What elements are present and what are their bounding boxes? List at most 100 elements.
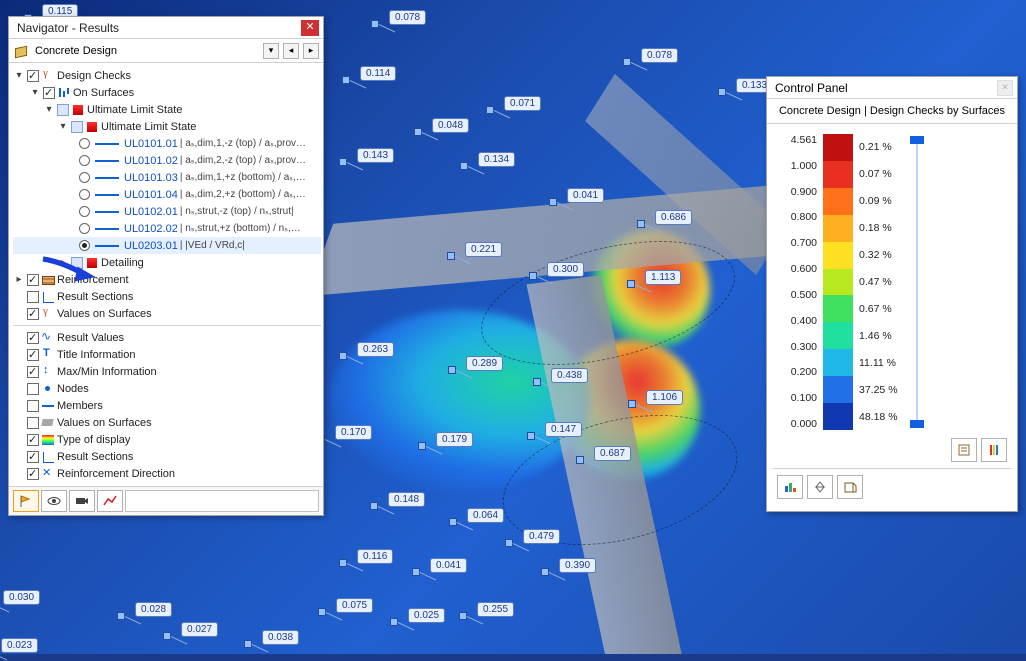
minmax-icon bbox=[41, 365, 55, 379]
value-label: 0.438 bbox=[551, 368, 588, 383]
detailing-icon bbox=[85, 256, 99, 270]
item-code: UL0101.04 bbox=[124, 189, 178, 201]
checkbox-icon[interactable] bbox=[27, 308, 39, 320]
legend-tick: 0.900 bbox=[781, 186, 817, 198]
checkbox-icon[interactable] bbox=[27, 434, 39, 446]
radio-icon[interactable] bbox=[79, 172, 90, 183]
item-code: UL0102.02 bbox=[124, 223, 178, 235]
legend-segment bbox=[823, 242, 853, 269]
tree-result-sections[interactable]: Result Sections bbox=[13, 288, 321, 305]
footer-graph-button[interactable] bbox=[97, 490, 123, 512]
value-label: 0.064 bbox=[467, 508, 504, 523]
value-marker bbox=[414, 128, 422, 136]
opt-members[interactable]: Members bbox=[13, 397, 321, 414]
legend-slider[interactable] bbox=[909, 134, 925, 430]
footer-eye-button[interactable] bbox=[41, 490, 67, 512]
nav-next-button[interactable]: ▸ bbox=[303, 43, 319, 59]
value-marker bbox=[460, 162, 468, 170]
value-marker bbox=[339, 559, 347, 567]
opt-display-type[interactable]: Type of display bbox=[13, 431, 321, 448]
legend-percent: 0.32 % bbox=[859, 242, 907, 269]
checkbox-icon[interactable] bbox=[27, 468, 39, 480]
section-icon bbox=[41, 290, 55, 304]
radio-icon[interactable] bbox=[79, 138, 90, 149]
checkbox-icon[interactable] bbox=[27, 400, 39, 412]
opt-result-values[interactable]: Result Values bbox=[13, 329, 321, 346]
checkbox-icon[interactable] bbox=[27, 383, 39, 395]
cp-scale-button[interactable] bbox=[981, 438, 1007, 462]
navigator-titlebar[interactable]: Navigator - Results ✕ bbox=[9, 17, 323, 39]
value-marker bbox=[371, 20, 379, 28]
tree-on-surfaces[interactable]: ▾ On Surfaces bbox=[13, 84, 321, 101]
slider-thumb-bottom[interactable] bbox=[910, 420, 924, 428]
radio-icon[interactable] bbox=[79, 223, 90, 234]
cp-settings-button[interactable] bbox=[951, 438, 977, 462]
cross-icon bbox=[41, 467, 55, 481]
checkbox-icon[interactable] bbox=[27, 70, 39, 82]
value-label: 0.023 bbox=[1, 638, 38, 653]
value-marker bbox=[412, 568, 420, 576]
checkbox-icon[interactable] bbox=[27, 332, 39, 344]
radio-icon[interactable] bbox=[79, 206, 90, 217]
tree-detailing[interactable]: ▸ Detailing bbox=[13, 254, 321, 271]
cp-button-2[interactable] bbox=[807, 475, 833, 499]
legend-tick: 0.400 bbox=[781, 315, 817, 327]
radio-icon[interactable] bbox=[79, 155, 90, 166]
navigator-tree: ▾ Design Checks ▾ On Surfaces ▾ Ultimate… bbox=[9, 63, 323, 486]
checkbox-icon[interactable] bbox=[27, 451, 39, 463]
legend-segment bbox=[823, 134, 853, 161]
surface-icon bbox=[41, 416, 55, 430]
tree-item[interactable]: UL0203.01 | |VEd / VRd,c| bbox=[13, 237, 321, 254]
tree-item[interactable]: UL0101.04 | aₛ,dim,2,+z (bottom) / aₛ,… bbox=[13, 186, 321, 203]
checkbox-icon[interactable] bbox=[27, 366, 39, 378]
tree-item[interactable]: UL0102.02 | nₛ,strut,+z (bottom) / nₛ,… bbox=[13, 220, 321, 237]
value-marker bbox=[533, 378, 541, 386]
legend-segment bbox=[823, 376, 853, 403]
tree-item[interactable]: UL0101.02 | aₛ,dim,2,-z (top) / aₛ,prov… bbox=[13, 152, 321, 169]
checkbox-icon[interactable] bbox=[27, 291, 39, 303]
opt-maxmin[interactable]: Max/Min Information bbox=[13, 363, 321, 380]
opt-values-surf[interactable]: Values on Surfaces bbox=[13, 414, 321, 431]
navigator-combo[interactable]: Concrete Design ▾ ◂ ▸ bbox=[9, 39, 323, 63]
tree-uls1[interactable]: ▾ Ultimate Limit State bbox=[13, 101, 321, 118]
value-label: 0.263 bbox=[357, 342, 394, 357]
chevron-down-icon[interactable]: ▾ bbox=[263, 43, 279, 59]
node-icon bbox=[41, 382, 55, 396]
footer-camera-button[interactable] bbox=[69, 490, 95, 512]
checkbox-icon[interactable] bbox=[27, 417, 39, 429]
item-desc: | aₛ,dim,1,+z (bottom) / aₛ,… bbox=[180, 172, 306, 183]
slider-thumb-top[interactable] bbox=[910, 136, 924, 144]
opt-title-info[interactable]: Title Information bbox=[13, 346, 321, 363]
checkbox-icon[interactable] bbox=[27, 349, 39, 361]
checkbox-icon[interactable] bbox=[27, 274, 39, 286]
color-legend: 4.5611.0000.9000.8000.7000.6000.5000.400… bbox=[767, 124, 1017, 434]
close-icon[interactable]: ✕ bbox=[997, 80, 1013, 96]
value-label: 1.106 bbox=[646, 390, 683, 405]
radio-icon[interactable] bbox=[79, 240, 90, 251]
opt-result-sections-2[interactable]: Result Sections bbox=[13, 448, 321, 465]
footer-flag-button[interactable] bbox=[13, 490, 39, 512]
nav-prev-button[interactable]: ◂ bbox=[283, 43, 299, 59]
opt-nodes[interactable]: Nodes bbox=[13, 380, 321, 397]
tree-item[interactable]: UL0102.01 | nₛ,strut,-z (top) / nₛ,strut… bbox=[13, 203, 321, 220]
tree-uls2[interactable]: ▾ Ultimate Limit State bbox=[13, 118, 321, 135]
legend-tick: 4.561 bbox=[781, 134, 817, 146]
opt-reinf-dir[interactable]: Reinforcement Direction bbox=[13, 465, 321, 482]
value-label: 0.148 bbox=[388, 492, 425, 507]
tree-item[interactable]: UL0101.03 | aₛ,dim,1,+z (bottom) / aₛ,… bbox=[13, 169, 321, 186]
cp-button-3[interactable] bbox=[837, 475, 863, 499]
close-icon[interactable]: ✕ bbox=[301, 20, 319, 36]
control-panel-titlebar[interactable]: Control Panel ✕ bbox=[767, 77, 1017, 99]
navigator-combo-label: Concrete Design bbox=[33, 45, 259, 57]
tree-values-on-surfaces[interactable]: Values on Surfaces bbox=[13, 305, 321, 322]
cp-button-1[interactable] bbox=[777, 475, 803, 499]
radio-icon[interactable] bbox=[79, 189, 90, 200]
legend-segment bbox=[823, 269, 853, 296]
tree-item[interactable]: UL0101.01 | aₛ,dim,1,-z (top) / aₛ,prov… bbox=[13, 135, 321, 152]
value-marker bbox=[529, 272, 537, 280]
tree-design-checks[interactable]: ▾ Design Checks bbox=[13, 67, 321, 84]
checkbox-icon[interactable] bbox=[43, 87, 55, 99]
tree-reinforcement[interactable]: ▸ Reinforcement bbox=[13, 271, 321, 288]
legend-percent: 0.21 % bbox=[859, 134, 907, 161]
value-label: 0.687 bbox=[594, 446, 631, 461]
